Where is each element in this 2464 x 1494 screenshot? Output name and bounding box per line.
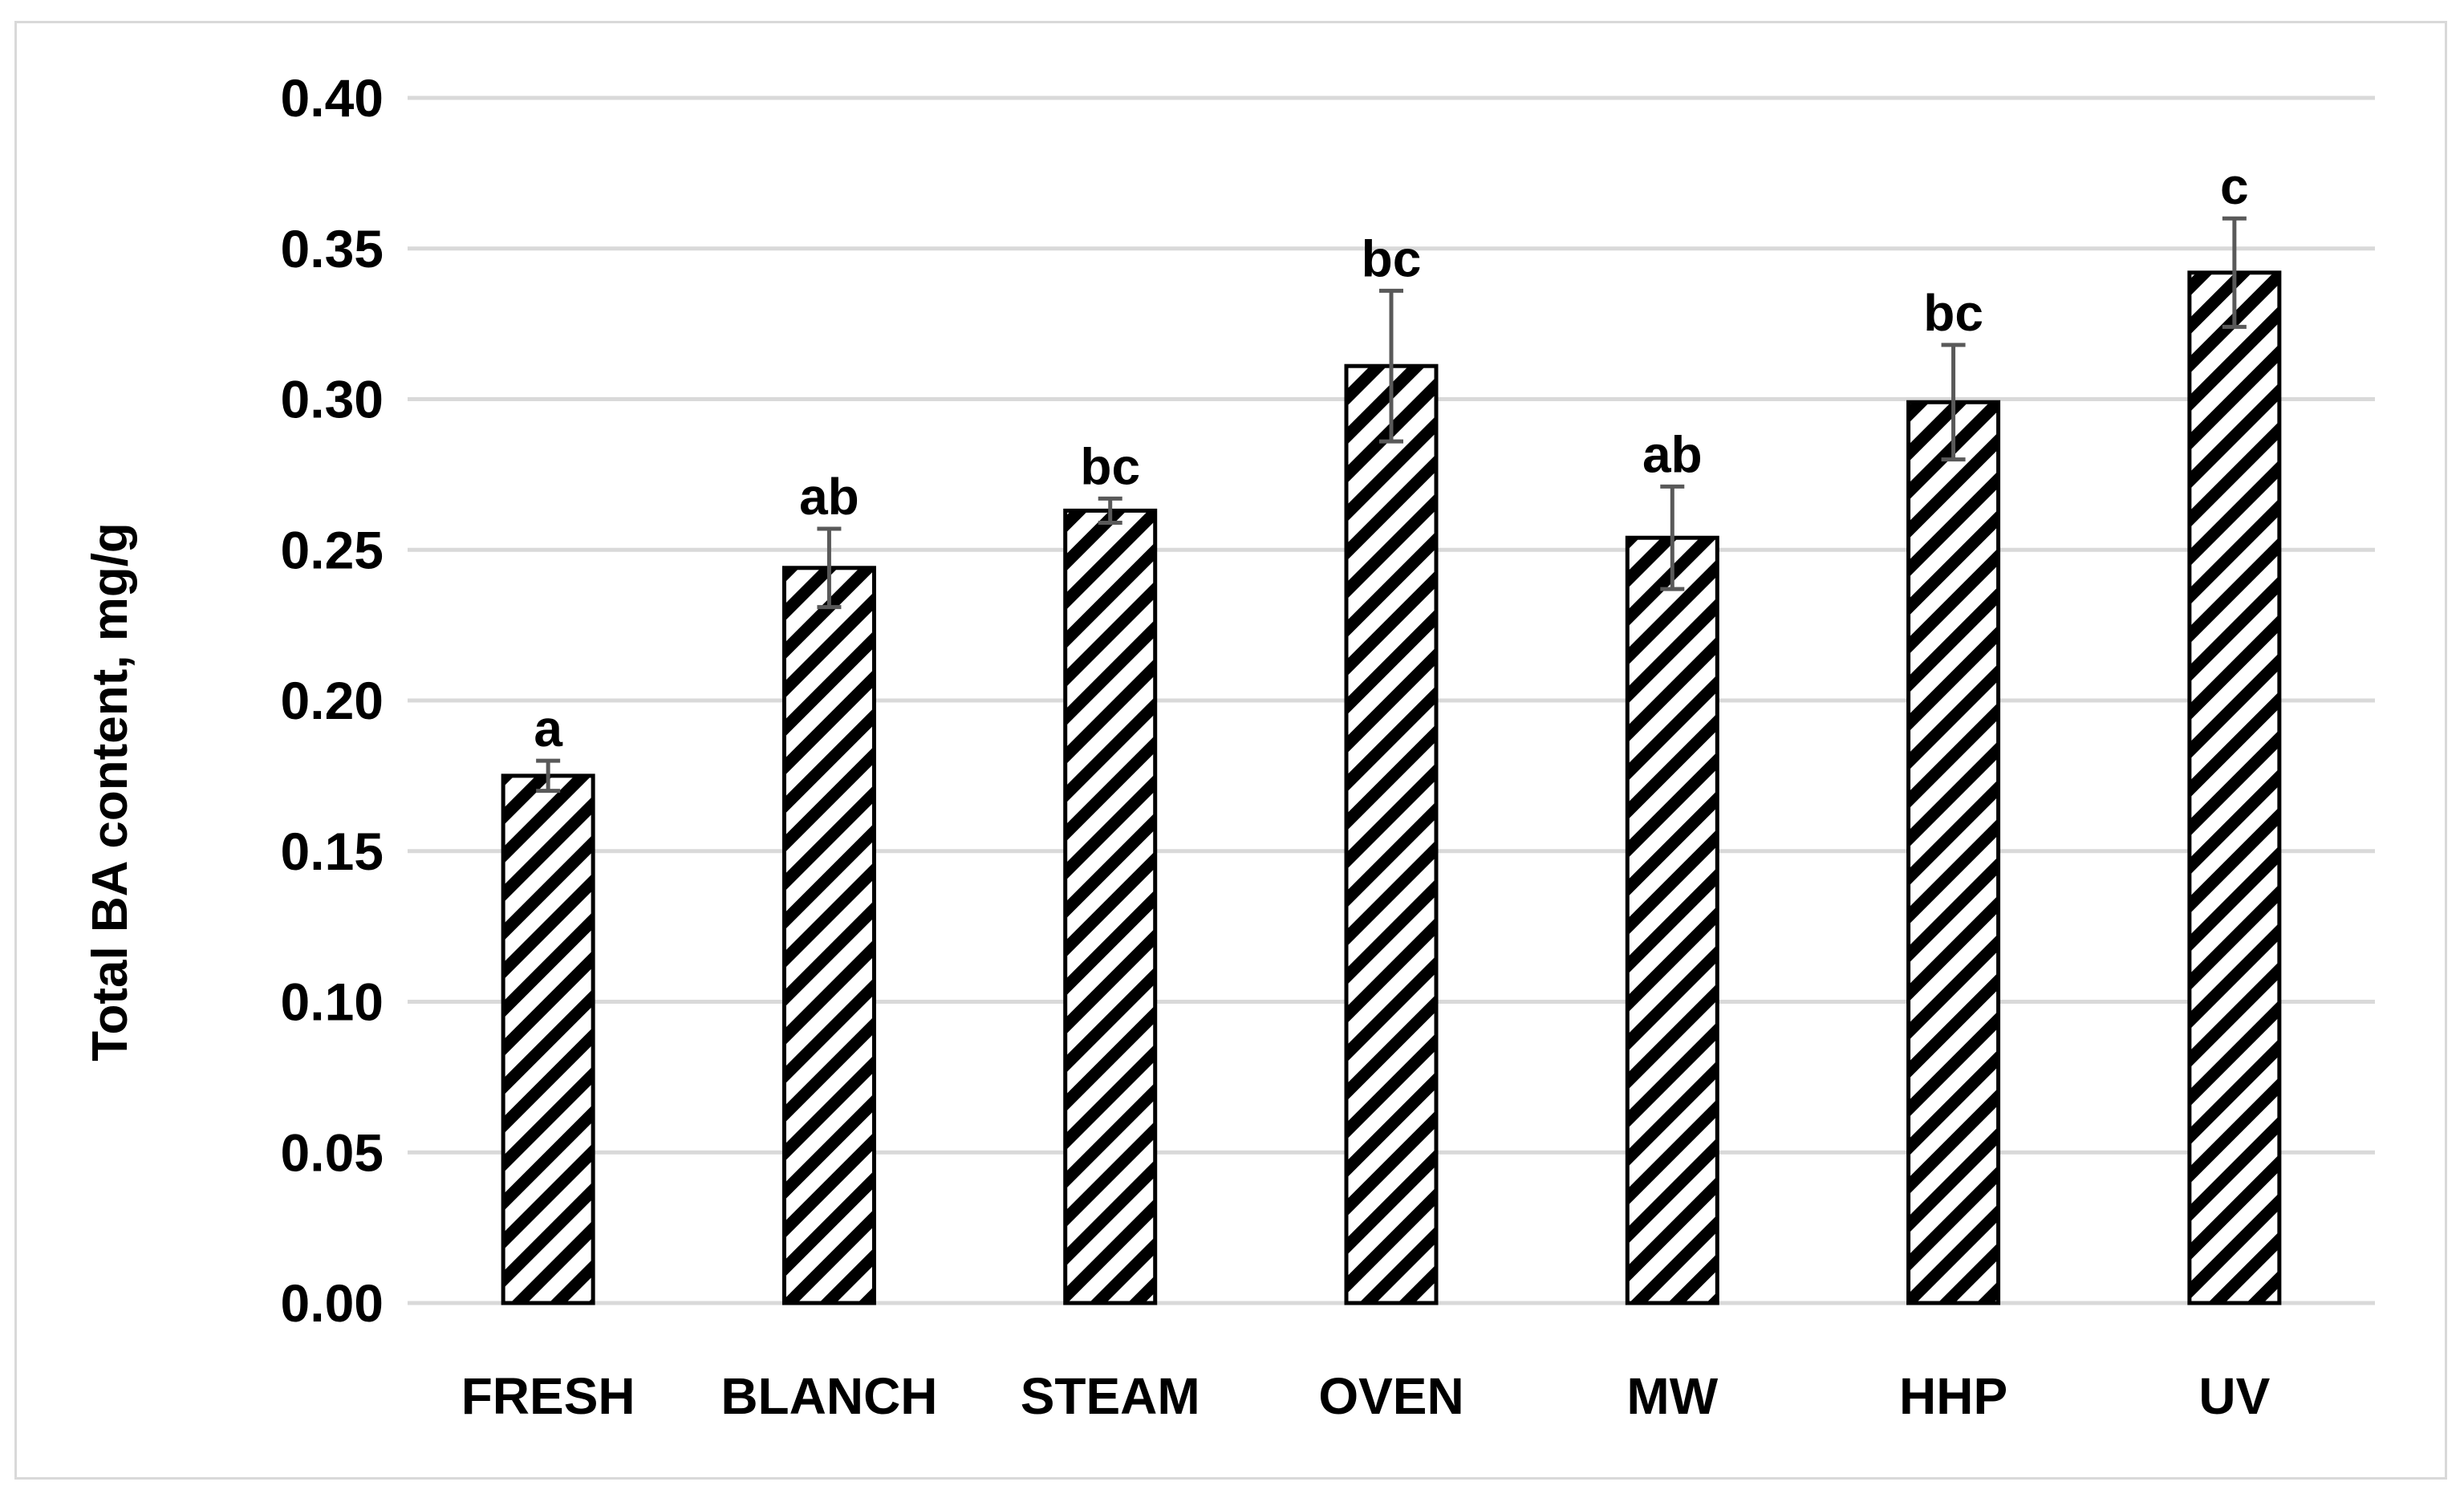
x-category-label-hhp: HHP (1899, 1367, 2007, 1425)
error-bar-blanch (817, 526, 842, 610)
error-bar-steam (1098, 496, 1122, 525)
significance-label-blanch: ab (799, 468, 859, 526)
y-axis-title-group: Total BA content, mg/g (83, 522, 138, 1062)
significance-label-mw: ab (1642, 425, 1703, 483)
chart-frame (14, 21, 2447, 1480)
significance-label-oven: bc (1362, 229, 1422, 287)
bar-mw (1625, 535, 1719, 1305)
error-bar-mw (1660, 484, 1685, 591)
significance-label-uv: c (2220, 157, 2249, 215)
y-axis-ticks: 0.00 0.05 0.10 0.15 0.20 0.25 0.30 0.35 0.40 (281, 68, 384, 1333)
y-tick-label: 0.20 (281, 671, 384, 730)
significance-letters: a ab bc bc ab bc c (534, 157, 2248, 757)
y-tick-label: 0.15 (281, 822, 384, 881)
x-category-label-mw: MW (1626, 1367, 1718, 1425)
y-tick-label: 0.25 (281, 520, 384, 579)
x-category-label-uv: UV (2198, 1367, 2270, 1425)
bar-oven (1344, 363, 1439, 1305)
y-tick-label: 0.40 (281, 68, 384, 128)
y-tick-label: 0.10 (281, 972, 384, 1032)
x-axis-categories: FRESH BLANCH STEAM OVEN MW HHP UV (461, 1367, 2271, 1425)
bar-hhp (1906, 400, 2001, 1305)
x-category-label-oven: OVEN (1318, 1367, 1463, 1425)
y-axis-title: Total BA content, mg/g (83, 522, 138, 1062)
significance-label-steam: bc (1080, 437, 1140, 495)
x-category-label-steam: STEAM (1021, 1367, 1200, 1425)
error-bar-uv (2222, 216, 2247, 329)
error-bars (536, 216, 2247, 794)
y-tick-label: 0.05 (281, 1123, 384, 1182)
bar-steam (1063, 508, 1158, 1305)
y-tick-label: 0.00 (281, 1273, 384, 1333)
bar-fresh (501, 773, 595, 1305)
error-bar-fresh (536, 758, 561, 794)
bar-uv (2187, 270, 2282, 1305)
significance-label-fresh: a (534, 700, 562, 757)
x-category-label-fresh: FRESH (461, 1367, 635, 1425)
y-tick-label: 0.30 (281, 370, 384, 429)
bar-blanch (781, 566, 876, 1305)
significance-label-hhp: bc (1923, 284, 1983, 342)
error-bar-hhp (1941, 343, 1966, 462)
x-category-label-blanch: BLANCH (721, 1367, 937, 1425)
error-bar-oven (1379, 288, 1403, 444)
y-tick-label: 0.35 (281, 219, 384, 278)
